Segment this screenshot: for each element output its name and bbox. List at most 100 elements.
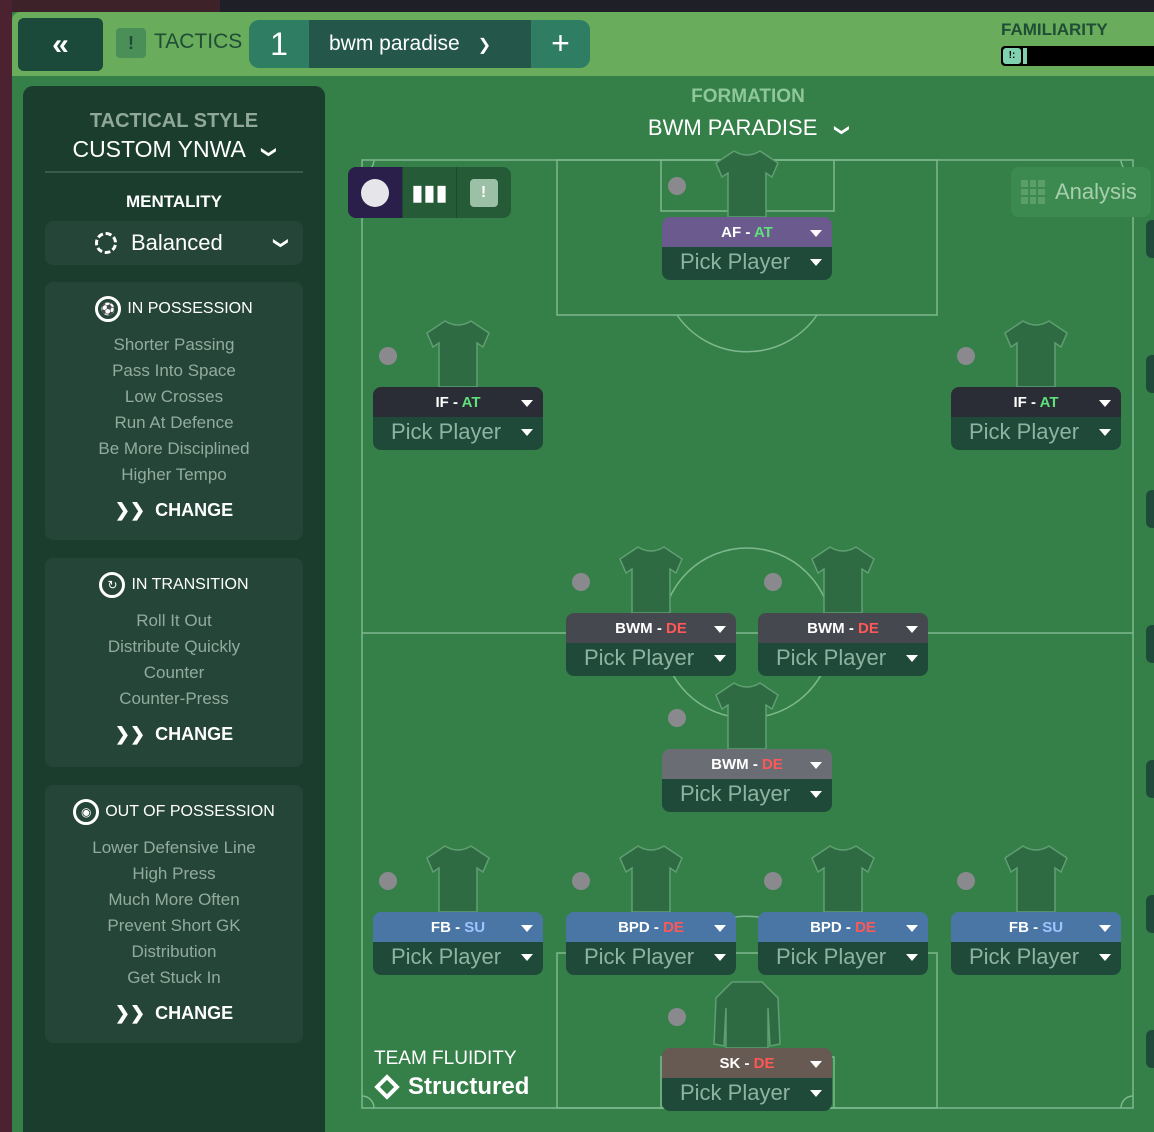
role-dropdown[interactable]: FB - SU [951, 912, 1121, 942]
analysis-button[interactable]: Analysis [1011, 167, 1151, 217]
duty: DE [663, 919, 684, 936]
position-slot: BWM - DE Pick Player [566, 546, 736, 676]
back-button[interactable]: « [18, 18, 103, 71]
role-name: BWM [615, 620, 653, 637]
instruction-item: Pass Into Space [112, 361, 236, 380]
mentality-value: Balanced [131, 230, 223, 255]
divider [45, 171, 303, 173]
position-slot: BPD - DE Pick Player [758, 845, 928, 975]
pick-player-dropdown[interactable]: Pick Player [951, 942, 1121, 975]
shirt-icon[interactable] [1001, 317, 1071, 389]
instructions-view-button[interactable]: ! [456, 167, 510, 218]
side-tab[interactable] [1146, 625, 1154, 663]
role-dropdown[interactable]: IF - AT [951, 387, 1121, 417]
shirt-icon[interactable] [808, 842, 878, 914]
pick-player-label: Pick Player [680, 249, 791, 274]
pick-player-dropdown[interactable]: Pick Player [758, 643, 928, 676]
role-name: IF [1013, 394, 1027, 411]
shirt-icon[interactable] [616, 842, 686, 914]
caret-down-icon [1099, 429, 1111, 436]
shirt-icon[interactable] [423, 317, 493, 389]
position-slot: BWM - DE Pick Player [758, 546, 928, 676]
side-tab[interactable] [1146, 760, 1154, 798]
role-dropdown[interactable]: BWM - DE [758, 613, 928, 643]
duty: AT [1039, 394, 1059, 411]
status-dot [379, 872, 397, 890]
shirt-icon[interactable] [808, 543, 878, 615]
role-dropdown[interactable]: SK - DE [662, 1048, 832, 1078]
role-dropdown[interactable]: IF - AT [373, 387, 543, 417]
player-view-button[interactable] [348, 167, 402, 218]
role-dropdown[interactable]: FB - SU [373, 912, 543, 942]
tactical-style-dropdown[interactable]: CUSTOM YNWA ❯ [23, 136, 325, 163]
shirt-icon[interactable] [616, 543, 686, 615]
stats-view-button[interactable]: ▮▮▮ [402, 167, 456, 218]
formation-dropdown[interactable]: BWM PARADISE ❯ [598, 115, 898, 141]
side-tab[interactable] [1146, 355, 1154, 393]
tactic-number[interactable]: 1 [270, 26, 288, 62]
caret-down-icon [906, 655, 918, 662]
caret-down-icon [906, 954, 918, 961]
shirt-icon[interactable] [1001, 842, 1071, 914]
instruction-item: Get Stuck In [127, 968, 221, 987]
team-fluidity-value[interactable]: Structured [374, 1073, 530, 1101]
formation-name: BWM PARADISE [647, 115, 818, 140]
pick-player-dropdown[interactable]: Pick Player [758, 942, 928, 975]
shirt-icon[interactable] [423, 842, 493, 914]
pick-player-dropdown[interactable]: Pick Player [566, 942, 736, 975]
side-tab[interactable] [1146, 490, 1154, 528]
change-button[interactable]: ❯❯ CHANGE [45, 1003, 303, 1024]
pick-player-dropdown[interactable]: Pick Player [662, 779, 832, 812]
pick-player-label: Pick Player [776, 645, 887, 670]
pick-player-label: Pick Player [969, 419, 1080, 444]
instruction-item: Prevent Short GK [107, 916, 241, 935]
caret-down-icon [1099, 400, 1111, 407]
caret-down-icon [810, 1090, 822, 1097]
pick-player-dropdown[interactable]: Pick Player [373, 417, 543, 450]
mentality-label: MENTALITY [125, 192, 222, 211]
pick-player-dropdown[interactable]: Pick Player [951, 417, 1121, 450]
shirt-icon[interactable] [712, 679, 782, 751]
section-card: ⚽ IN POSSESSION Shorter Passing Pass Into … [45, 282, 303, 540]
pick-player-dropdown[interactable]: Pick Player [566, 643, 736, 676]
status-dot [957, 872, 975, 890]
side-tab[interactable] [1146, 895, 1154, 933]
pick-player-label: Pick Player [584, 645, 695, 670]
shirt-icon[interactable] [712, 147, 782, 219]
mentality-dropdown[interactable]: Balanced ❯ [45, 221, 303, 265]
tactical-style-label: TACTICAL STYLE [89, 110, 259, 132]
analysis-label: Analysis [1055, 179, 1137, 204]
familiarity-bar[interactable]: !: [1001, 46, 1154, 66]
role-dropdown[interactable]: BWM - DE [566, 613, 736, 643]
position-slot: FB - SU Pick Player [373, 845, 543, 975]
change-button[interactable]: ❯❯ CHANGE [45, 500, 303, 521]
instruction-item: Counter [143, 663, 205, 682]
status-dot [764, 573, 782, 591]
tactic-dropdown[interactable]: bwm paradise ❯ [309, 20, 531, 68]
caret-down-icon [810, 762, 822, 769]
grid-icon [1021, 180, 1045, 204]
balanced-icon [95, 232, 117, 254]
pick-player-dropdown[interactable]: Pick Player [662, 247, 832, 280]
status-dot [668, 709, 686, 727]
pick-player-dropdown[interactable]: Pick Player [662, 1078, 832, 1111]
pick-player-dropdown[interactable]: Pick Player [373, 942, 543, 975]
role-name: FB [430, 919, 451, 936]
instruction-item: Lower Defensive Line [92, 838, 256, 857]
fluidity-text: Structured [408, 1073, 530, 1100]
role-dropdown[interactable]: BWM - DE [662, 749, 832, 779]
side-tab[interactable] [1146, 220, 1154, 258]
chevron-down-icon: ❯ [477, 37, 492, 54]
goalkeeper-shirt-icon[interactable] [712, 978, 782, 1050]
instruction-item: Low Crosses [124, 387, 224, 406]
side-tab[interactable] [1146, 1030, 1154, 1068]
role-dropdown[interactable]: BPD - DE [566, 912, 736, 942]
position-slot: IF - AT Pick Player [951, 320, 1121, 450]
change-button[interactable]: ❯❯ CHANGE [45, 724, 303, 745]
role-dropdown[interactable]: AF - AT [662, 217, 832, 247]
pick-player-label: Pick Player [680, 781, 791, 806]
role-name: SK [719, 1055, 741, 1072]
role-dropdown[interactable]: BPD - DE [758, 912, 928, 942]
caret-down-icon [810, 259, 822, 266]
add-tactic-button[interactable]: + [551, 25, 570, 61]
